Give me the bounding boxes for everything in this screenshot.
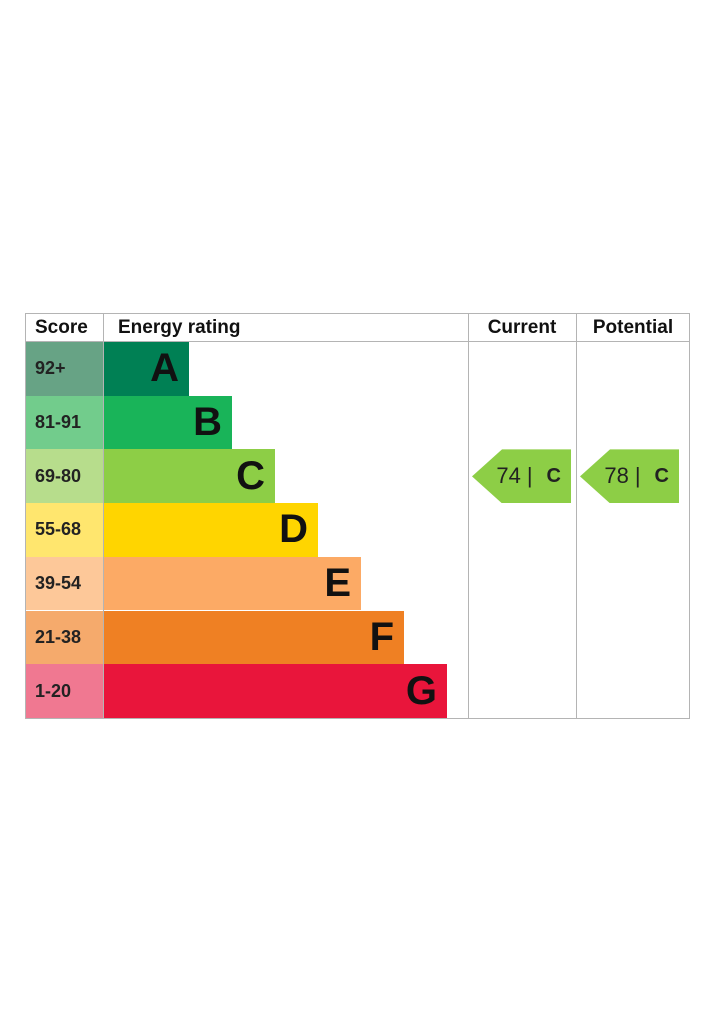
potential-column-divider xyxy=(576,314,577,718)
rating-bar-a: A xyxy=(104,342,189,396)
score-cell-g: 1-20 xyxy=(26,664,103,718)
current-score: 74 xyxy=(496,463,521,489)
energy-rating-chart: Score Energy rating Current Potential 92… xyxy=(25,313,690,719)
current-separator: | xyxy=(526,463,533,489)
rating-bar-e: E xyxy=(104,556,361,611)
energy-rating-header: Energy rating xyxy=(118,317,241,338)
current-column-divider xyxy=(468,314,469,718)
rating-bar-b: B xyxy=(104,395,232,450)
potential-rating-arrow: 78 | C xyxy=(580,449,679,504)
rating-bar-g: G xyxy=(104,664,447,718)
score-cell-e: 39-54 xyxy=(26,556,103,611)
potential-header: Potential xyxy=(592,317,674,338)
score-column-divider xyxy=(103,314,104,718)
potential-score: 78 xyxy=(604,463,629,489)
potential-separator: | xyxy=(634,463,641,489)
potential-band: C xyxy=(654,464,669,487)
score-cell-c: 69-80 xyxy=(26,449,103,504)
score-cell-a: 92+ xyxy=(26,342,103,396)
current-rating-arrow: 74 | C xyxy=(472,449,571,504)
header-divider xyxy=(26,341,689,342)
current-header: Current xyxy=(487,317,557,338)
score-cell-d: 55-68 xyxy=(26,503,103,557)
rating-bar-d: D xyxy=(104,503,318,557)
score-header: Score xyxy=(35,317,88,338)
rating-bar-c: C xyxy=(104,449,275,504)
score-cell-b: 81-91 xyxy=(26,395,103,450)
score-cell-f: 21-38 xyxy=(26,610,103,665)
rating-bar-f: F xyxy=(104,610,404,665)
current-band: C xyxy=(546,464,561,487)
